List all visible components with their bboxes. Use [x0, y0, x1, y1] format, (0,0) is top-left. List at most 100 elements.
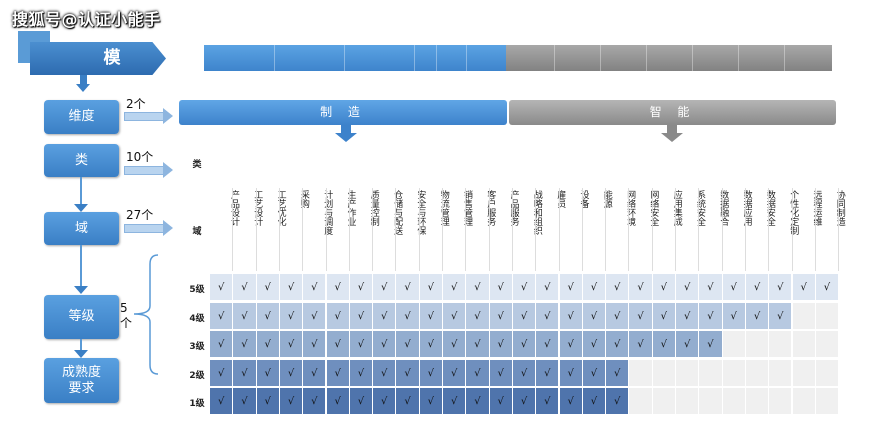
empty-cell — [815, 359, 840, 387]
check-cell: √ — [512, 274, 537, 301]
connector-arrow-icon — [74, 204, 88, 212]
empty-cell — [745, 359, 770, 387]
connector-arrow-icon — [74, 286, 88, 294]
empty-cell — [769, 331, 793, 358]
column-separator — [698, 188, 700, 271]
check-cell: √ — [536, 302, 560, 330]
check-cell: √ — [443, 274, 467, 301]
check-cell: √ — [396, 331, 420, 358]
domain-arrow-body — [124, 224, 164, 233]
column-separator — [302, 188, 304, 271]
domain-label: 安全与环保 — [415, 190, 426, 235]
check-cell: √ — [256, 274, 280, 301]
check-cell: √ — [629, 302, 653, 330]
check-cell: √ — [349, 274, 374, 301]
check-cell: √ — [512, 359, 537, 387]
domain-label: 工艺优化 — [275, 190, 286, 226]
check-cell: √ — [815, 274, 840, 301]
check-cell: √ — [373, 302, 397, 330]
check-cell: √ — [559, 359, 583, 387]
domain-label: 生产作业 — [345, 190, 356, 226]
domain-label: 数据安全 — [764, 190, 775, 226]
check-cell: √ — [419, 274, 443, 301]
domain-label: 协同制造 — [834, 190, 845, 226]
step-domain: 域 — [44, 212, 119, 245]
level-label: 5级 — [189, 285, 205, 295]
domain-count: 27个 — [126, 208, 154, 222]
check-cell: √ — [489, 331, 513, 358]
manufacturing-arrow-icon — [335, 133, 357, 142]
dimension-arrow-body — [124, 112, 164, 121]
check-cell: √ — [279, 359, 304, 387]
check-cell: √ — [256, 388, 280, 415]
domain-label: 远程运维 — [811, 190, 822, 226]
empty-cell — [652, 388, 676, 415]
step-label: 类 — [74, 152, 88, 168]
column-separator — [395, 188, 397, 271]
empty-cell — [676, 359, 700, 387]
check-cell: √ — [303, 274, 327, 301]
intelligence-arrow-stem — [667, 125, 677, 133]
check-cell: √ — [769, 302, 793, 330]
section-intelligence: 智 能 — [509, 100, 836, 125]
domain-label: 质量控制 — [368, 190, 379, 226]
domain-arrow-icon — [163, 220, 173, 236]
dimension-count: 2个 — [126, 97, 146, 111]
column-separator — [348, 188, 350, 271]
category-row-header: 类 — [192, 160, 202, 170]
column-separator — [558, 188, 560, 271]
column-separator — [814, 188, 816, 271]
check-cell: √ — [349, 359, 374, 387]
domain-label: 个性化定制 — [788, 190, 799, 235]
check-cell: √ — [210, 331, 234, 358]
domain-label: 工艺设计 — [252, 190, 263, 226]
column-separator — [465, 188, 467, 271]
check-cell: √ — [676, 302, 700, 330]
check-cell: √ — [303, 388, 327, 415]
check-cell: √ — [652, 331, 676, 358]
banner-arrow-stem — [80, 75, 87, 85]
check-cell: √ — [349, 388, 374, 415]
check-cell: √ — [699, 274, 723, 301]
level-label: 1级 — [189, 399, 205, 409]
level-bracket — [133, 254, 159, 375]
level-label: 2级 — [189, 370, 205, 381]
empty-cell — [769, 359, 793, 387]
check-cell: √ — [745, 302, 770, 330]
check-cell: √ — [303, 359, 327, 387]
watermark: 搜狐号@认证小能手 — [12, 10, 161, 29]
check-cell: √ — [559, 388, 583, 415]
empty-cell — [815, 331, 840, 358]
empty-cell — [745, 388, 770, 415]
check-cell: √ — [489, 388, 513, 415]
check-cell: √ — [536, 359, 560, 387]
domain-label: 雇员 — [555, 190, 566, 208]
check-cell: √ — [582, 302, 607, 330]
check-cell: √ — [489, 302, 513, 330]
step-maturity-requirement: 成熟度要求 — [44, 358, 119, 403]
column-separator — [232, 188, 234, 271]
empty-cell — [629, 388, 653, 415]
top-bar-intelligence — [506, 45, 832, 71]
step-label: 等级 — [68, 309, 95, 324]
empty-cell — [815, 302, 840, 330]
section-manufacturing: 制 造 — [179, 100, 507, 125]
category-arrow-icon — [163, 162, 173, 178]
check-cell: √ — [210, 302, 234, 330]
column-separator — [255, 188, 257, 271]
bar-divider — [646, 45, 647, 71]
domain-label: 能源 — [601, 190, 612, 208]
dimension-arrow-icon — [163, 108, 173, 124]
check-cell: √ — [210, 359, 234, 387]
check-cell: √ — [326, 331, 350, 358]
check-cell: √ — [582, 388, 607, 415]
column-separator — [418, 188, 420, 271]
column-separator — [675, 188, 676, 271]
check-cell: √ — [256, 302, 280, 330]
top-bar-manufacturing — [204, 45, 507, 71]
bar-divider — [738, 45, 739, 71]
domain-label: 采购 — [298, 190, 309, 208]
empty-cell — [699, 388, 723, 415]
empty-cell — [769, 388, 793, 415]
bar-divider — [466, 45, 467, 71]
